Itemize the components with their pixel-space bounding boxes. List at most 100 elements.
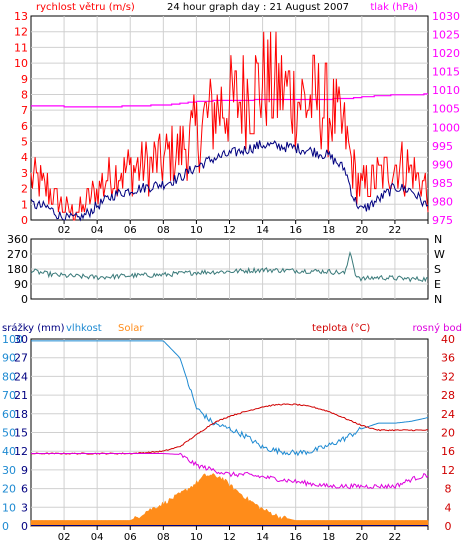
wind-tick-label: 2 [21,183,28,196]
humidity-tick-label: 60 [2,408,16,421]
pressure-tick-label: 975 [432,214,453,227]
temperature-tick-label: 0 [445,520,452,533]
pressure-tick-label: 1025 [432,29,460,42]
chart-title: 24 hour graph day : 21 August 2007 [167,2,349,13]
pressure-tick-label: 1020 [432,47,460,60]
rain-tick-label: 18 [14,408,28,421]
x-tick-label: 06 [124,532,137,543]
rain-tick-label: 0 [21,520,28,533]
x-tick-label: 14 [256,532,269,543]
temperature-tick-label: 4 [445,501,452,514]
humidity-axis-label: vlhkost [66,323,102,334]
temperature-tick-label: 20 [441,427,455,440]
pressure-tick-label: 990 [432,158,453,171]
humidity-tick-label: 90 [2,352,16,365]
wind-tick-label: 13 [14,10,28,23]
x-tick-label: 04 [91,532,104,543]
direction-compass-tick-label: S [434,263,441,276]
wind-tick-label: 5 [21,136,28,149]
wind-tick-label: 11 [14,41,28,54]
temperature-tick-label: 40 [441,333,455,346]
humidity-tick-label: 80 [2,370,16,383]
direction-degree-tick-label: 0 [21,293,28,306]
rain-tick-label: 3 [21,501,28,514]
temperature-axis-label: teplota (°C) [312,323,370,334]
pressure-tick-label: 1005 [432,103,460,116]
x-tick-label: 02 [58,532,71,543]
x-tick-label: 16 [289,532,302,543]
wind-tick-label: 3 [21,167,28,180]
wind-tick-label: 12 [14,26,28,39]
wind-tick-label: 10 [14,57,28,70]
temperature-tick-label: 12 [441,464,455,477]
wind-panel-series [30,31,429,222]
direction-panel-series [30,250,429,283]
x-tick-label: 20 [355,532,368,543]
humidity-tick-label: 100 [2,333,23,346]
dewpoint-axis-label: rosný bod [413,322,462,334]
wind-tick-label: 9 [21,73,28,86]
wind-panel-ticks: 0123456789101112139759809859909951000100… [14,10,460,236]
solar-axis-label: Solar [118,323,144,334]
pressure-tick-label: 1000 [432,121,460,134]
direction-compass-tick-label: E [434,278,441,291]
pressure-axis-label: tlak (hPa) [370,2,418,13]
x-tick-label: 02 [58,225,71,236]
climate-panel-series [30,340,429,527]
direction-degree-tick-label: 180 [7,263,28,276]
humidity-tick-label: 10 [2,501,16,514]
temperature-tick-label: 32 [441,370,455,383]
wind-tick-label: 1 [21,198,28,211]
rain-tick-label: 9 [21,464,28,477]
x-tick-label: 12 [223,225,236,236]
dewpoint-line [31,452,429,490]
rain-axis-label: srážky (mm) [2,322,65,334]
direction-panel-ticks: 0 N 90 E 180 S 270 W 360 N [7,233,445,306]
x-tick-label: 10 [190,225,203,236]
pressure-tick-label: 1010 [432,84,460,97]
pressure-tick-label: 1015 [432,66,460,79]
climate-panel-ticks: 0 010 320 630 940125015601870218024902710030… [2,333,455,543]
x-tick-label: 04 [91,225,104,236]
wind-tick-label: 0 [21,214,28,227]
rain-tick-label: 27 [14,352,28,365]
x-tick-label: 18 [322,225,335,236]
pressure-line [31,93,428,108]
temperature-tick-label: 24 [441,408,455,421]
solar-area [30,473,429,527]
rain-tick-label: 24 [14,370,28,383]
humidity-line [31,340,429,457]
x-tick-label: 06 [124,225,137,236]
wind-tick-label: 4 [21,151,28,164]
rain-tick-label: 15 [14,427,28,440]
x-tick-label: 10 [190,532,203,543]
wind-gust-line [30,31,429,221]
temperature-tick-label: 36 [441,352,455,365]
humidity-tick-label: 20 [2,483,16,496]
rain-tick-label: 12 [14,445,28,458]
direction-panel-grid [31,239,428,299]
humidity-tick-label: 40 [2,445,16,458]
humidity-tick-label: 50 [2,427,16,440]
rain-tick-label: 6 [21,483,28,496]
direction-compass-tick-label: W [434,248,445,261]
direction-degree-tick-label: 270 [7,248,28,261]
x-tick-label: 22 [389,532,402,543]
x-tick-label: 08 [157,532,170,543]
pressure-tick-label: 980 [432,195,453,208]
pressure-tick-label: 985 [432,177,453,190]
wind-panel-grid [31,16,428,220]
wind-tick-label: 6 [21,120,28,133]
temperature-tick-label: 8 [445,483,452,496]
temperature-tick-label: 16 [441,445,455,458]
wind-direction-line [30,250,429,283]
x-tick-label: 22 [389,225,402,236]
x-tick-label: 18 [322,532,335,543]
pressure-tick-label: 1030 [432,10,460,23]
humidity-tick-label: 0 [2,520,9,533]
wind-tick-label: 8 [21,88,28,101]
wind-tick-label: 7 [21,104,28,117]
direction-degree-tick-label: 360 [7,233,28,246]
